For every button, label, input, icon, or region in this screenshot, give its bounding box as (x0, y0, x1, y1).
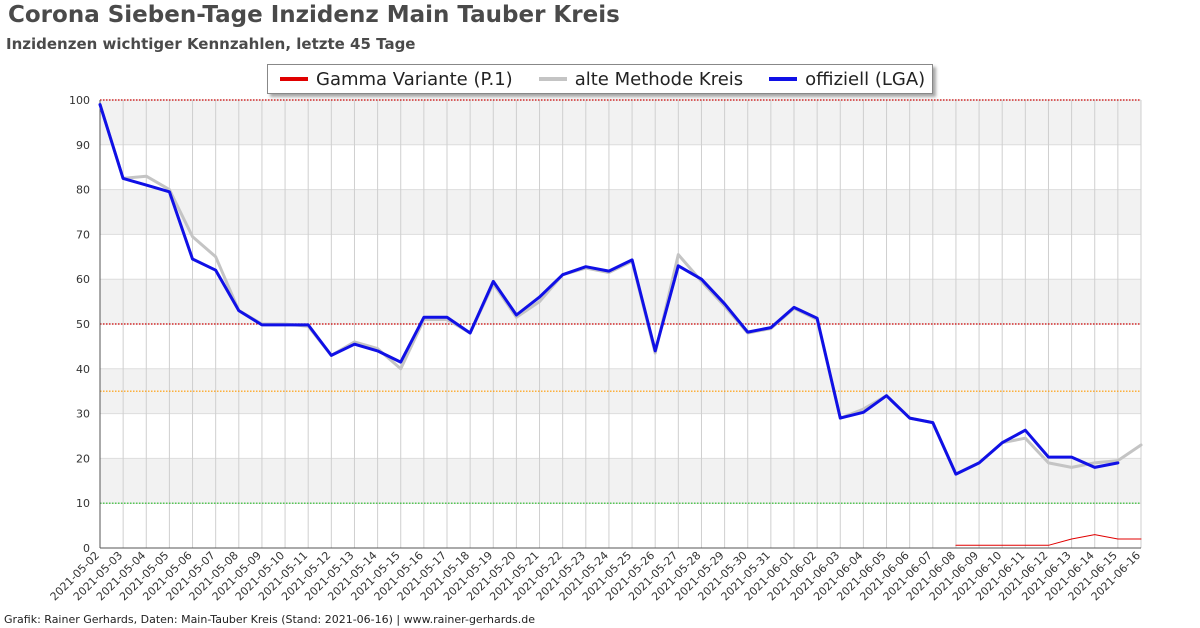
legend-label-alte-methode: alte Methode Kreis (574, 68, 744, 90)
y-tick-label: 60 (76, 273, 90, 286)
grid-band (100, 458, 1141, 504)
legend-item-gamma: Gamma Variante (P.1) (272, 69, 513, 90)
y-tick-label: 20 (76, 452, 90, 465)
series-line (98, 103, 1120, 476)
series-gamma-variante-p-1 (955, 534, 1142, 546)
grid-band (100, 279, 1141, 324)
chart-title: Corona Sieben-Tage Inzidenz Main Tauber … (8, 2, 620, 28)
grid-band (100, 189, 1141, 235)
y-tick-label: 40 (76, 363, 90, 376)
legend-swatch-alte-methode (538, 77, 567, 81)
y-tick-label: 70 (76, 228, 90, 241)
series-line (955, 534, 1142, 546)
legend-swatch-offiziell (769, 77, 798, 81)
series-offiziell-lga (98, 103, 1120, 476)
y-tick-label: 90 (76, 139, 90, 152)
legend-item-offiziell: offiziell (LGA) (761, 69, 925, 90)
grid-band (100, 100, 1141, 145)
y-tick-label: 50 (76, 318, 90, 331)
legend-label-offiziell: offiziell (LGA) (805, 68, 926, 90)
y-tick-label: 0 (83, 542, 90, 555)
chart-subtitle: Inzidenzen wichtiger Kennzahlen, letzte … (6, 35, 416, 53)
legend-label-gamma: Gamma Variante (P.1) (316, 68, 513, 90)
y-tick-label: 80 (76, 184, 90, 197)
chart-legend: Gamma Variante (P.1) alte Methode Kreis … (267, 64, 933, 94)
chart-footer: Grafik: Rainer Gerhards, Daten: Main-Tau… (4, 613, 536, 626)
legend-swatch-gamma (280, 77, 308, 81)
y-tick-label: 100 (69, 94, 90, 107)
legend-item-alte-methode: alte Methode Kreis (531, 69, 743, 90)
y-tick-label: 30 (76, 408, 90, 421)
y-tick-label: 10 (76, 497, 90, 510)
